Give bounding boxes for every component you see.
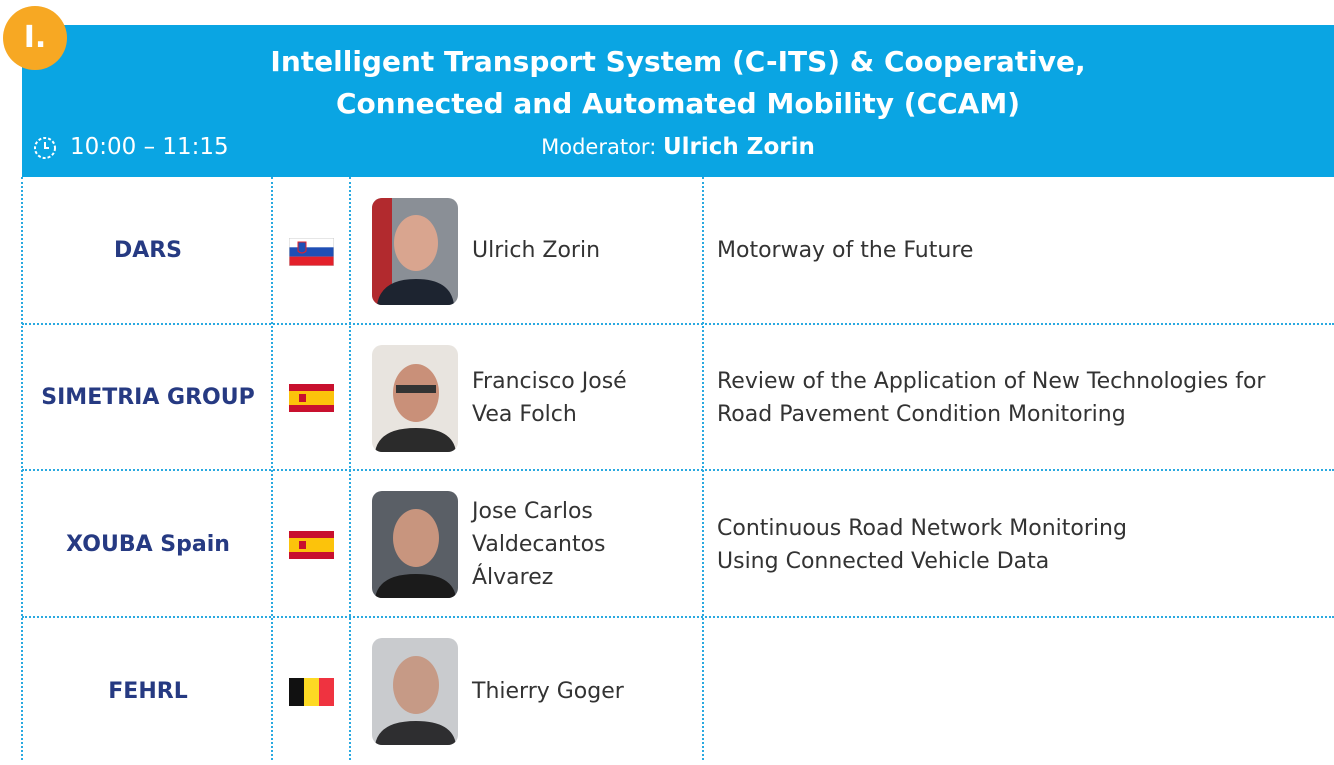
flag [289, 678, 334, 706]
flag [289, 531, 334, 559]
speaker-name: Thierry Goger [472, 618, 697, 765]
session-title: Intelligent Transport System (C-ITS) & C… [270, 45, 1086, 78]
talk-title: Motorway of the Future [717, 177, 1332, 324]
divider [22, 616, 1334, 618]
name-line: Álvarez [472, 565, 554, 590]
speaker-photo [372, 198, 458, 305]
speaker-name: Ulrich Zorin [472, 177, 697, 324]
organization: XOUBA Spain [66, 532, 230, 557]
divider [22, 469, 1334, 471]
organization: DARS [113, 238, 183, 263]
organization: FEHRL [108, 679, 188, 704]
speaker-name: Jose Carlos Valdecantos Álvarez [472, 471, 697, 618]
divider [702, 177, 704, 760]
speaker-photo [372, 491, 458, 598]
flag [289, 238, 334, 266]
session-header [22, 25, 1334, 177]
speaker-photo [372, 638, 458, 745]
talk-title: Continuous Road Network Monitoring Using … [717, 471, 1332, 618]
session-badge: I. [3, 6, 67, 70]
speaker-photo [372, 345, 458, 452]
name-line: Ulrich Zorin [472, 238, 601, 263]
name-line: Thierry Goger [472, 679, 624, 704]
name-line: Jose Carlos [472, 499, 593, 524]
moderator: Moderator: Ulrich Zorin [0, 131, 1334, 163]
divider [349, 177, 351, 760]
name-line: Francisco José [472, 368, 627, 394]
organization: SIMETRIA GROUP [41, 385, 255, 410]
speaker-name: Francisco José Vea Folch [472, 324, 697, 471]
talk-line: Motorway of the Future [717, 238, 974, 263]
divider [22, 323, 1334, 325]
name-line: Vea Folch [472, 401, 577, 427]
name-line: Valdecantos [472, 532, 606, 557]
session-time: 10:00 – 11:15 [70, 134, 229, 160]
moderator-label: Moderator: [541, 135, 657, 159]
talk-line: Road Pavement Condition Monitoring [717, 401, 1126, 427]
session-title: Connected and Automated Mobility (CCAM) [335, 87, 1021, 120]
talk-title: Review of the Application of New Technol… [717, 324, 1332, 471]
divider [271, 177, 273, 760]
talk-line: Using Connected Vehicle Data [717, 548, 1050, 574]
flag [289, 384, 334, 412]
clock-icon [34, 137, 56, 159]
talk-line: Continuous Road Network Monitoring [717, 515, 1127, 541]
divider [21, 177, 23, 760]
moderator-name: Ulrich Zorin [662, 134, 815, 160]
talk-line: Review of the Application of New Technol… [717, 368, 1266, 394]
